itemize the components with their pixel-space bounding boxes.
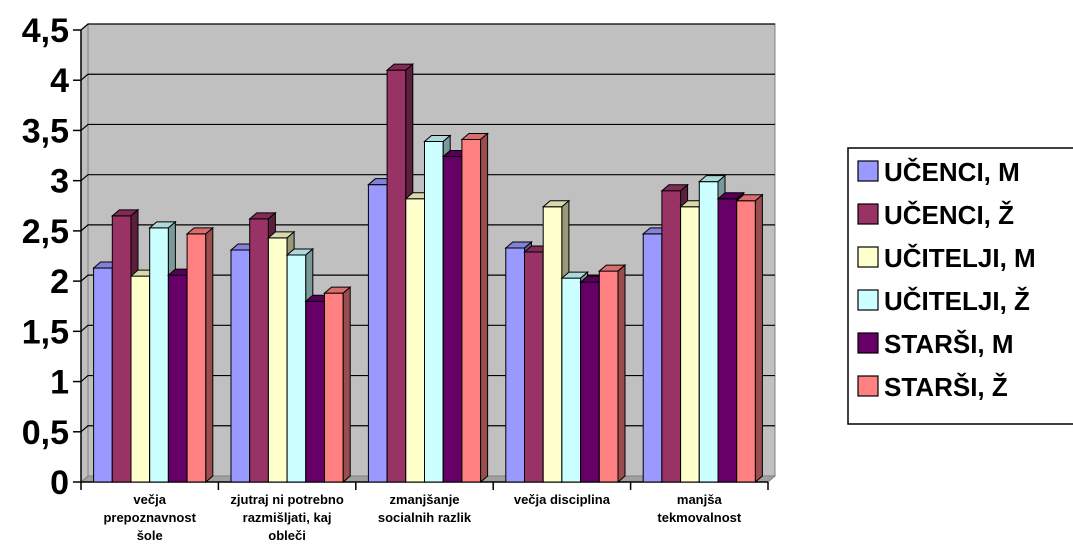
x-tick-label: večja prepoznavnost šole	[103, 492, 196, 543]
bar-front	[542, 206, 563, 483]
legend-label: STARŠI, Ž	[884, 372, 1008, 402]
bar-front	[580, 281, 600, 483]
legend-label: UČITELJI, Ž	[884, 286, 1030, 316]
y-tick-label: 0,5	[22, 414, 69, 452]
bar-side	[617, 263, 626, 484]
y-tick-label: 2,5	[22, 213, 69, 251]
legend-item: STARŠI, M	[857, 329, 1014, 359]
y-tick-label: 3	[50, 163, 69, 201]
y-tick-label: 0	[50, 464, 69, 502]
bar-front	[717, 198, 738, 483]
legend-label: UČENCI, M	[884, 157, 1020, 187]
legend-item: STARŠI, Ž	[857, 372, 1008, 402]
legend-swatch	[857, 289, 879, 311]
bar-front	[405, 198, 425, 483]
legend-box	[847, 147, 1073, 425]
x-tick-label: večja disciplina	[514, 492, 611, 507]
bar-front	[249, 218, 269, 483]
bar-front	[442, 156, 463, 483]
bar-front	[680, 206, 700, 483]
bar-front	[461, 138, 482, 483]
y-axis-tick-labels: 0 0,5 1 1,5 2 2,5 3 3,5 4 4,5	[22, 12, 69, 502]
legend-swatch	[857, 160, 879, 182]
y-tick-label: 4,5	[22, 12, 69, 50]
bar	[460, 132, 489, 484]
bar-front	[424, 140, 444, 483]
legend-item: UČENCI, M	[857, 157, 1020, 187]
legend-swatch	[857, 375, 879, 397]
legend-label: UČENCI, Ž	[884, 200, 1014, 230]
y-tick-label: 2	[50, 263, 69, 301]
bar	[323, 286, 352, 484]
bar-front	[524, 251, 544, 483]
bar-front	[386, 69, 407, 483]
y-tick-label: 1	[50, 364, 69, 402]
gridline	[80, 123, 775, 131]
bar-front	[661, 190, 682, 483]
bar-front	[93, 267, 113, 483]
legend-item: UČITELJI, Ž	[857, 286, 1030, 316]
x-axis-tick-labels: večja prepoznavnost šole zjutraj ni potrebn…	[103, 492, 741, 543]
bar	[735, 193, 764, 484]
y-tick-label: 4	[50, 62, 69, 100]
bar-front	[642, 233, 663, 483]
bar-side	[342, 286, 351, 484]
y-tick-label: 3,5	[22, 112, 69, 150]
bar-front	[367, 184, 388, 483]
bar-front	[561, 277, 582, 483]
x-tick-label: zjutraj ni potrebno razmišljati, kaj obleč…	[230, 492, 343, 543]
gridline	[80, 174, 775, 182]
bar-side	[480, 132, 489, 484]
bar-front	[598, 270, 619, 483]
bar	[185, 226, 215, 484]
bar-front	[149, 227, 169, 483]
bar-front	[698, 181, 719, 483]
bar-front	[130, 275, 151, 483]
bar	[597, 263, 627, 484]
y-tick-label: 1,5	[22, 313, 69, 351]
gridline	[80, 73, 775, 81]
bar-side	[754, 193, 763, 484]
bar-side	[205, 226, 214, 484]
legend-item: UČENCI, Ž	[857, 200, 1014, 230]
legend-item: UČITELJI, M	[857, 243, 1036, 273]
plot-side-wall	[80, 22, 89, 484]
bar-front	[305, 300, 325, 483]
bar-front	[286, 254, 307, 483]
bar-front	[505, 247, 525, 483]
bar-front	[736, 200, 756, 483]
legend: UČENCI, M UČENCI, Ž UČITELJI, M UČITELJI, Ž…	[847, 147, 1073, 425]
legend-swatch	[857, 203, 879, 225]
legend-swatch	[857, 332, 879, 354]
bar-front	[186, 233, 207, 483]
x-tick-label: manjša tekmovalnost	[657, 492, 741, 525]
legend-label: UČITELJI, M	[884, 243, 1036, 273]
bar-front	[167, 274, 188, 483]
legend-swatch	[857, 246, 879, 268]
bar-front	[324, 292, 344, 483]
gridline	[80, 23, 775, 31]
x-tick-label: zmanjšanje socialnih razlik	[378, 492, 472, 525]
bars	[92, 63, 764, 484]
legend-label: STARŠI, M	[884, 329, 1014, 359]
bar-front	[111, 215, 132, 483]
bar-front	[267, 237, 288, 483]
bar-front	[230, 249, 251, 483]
